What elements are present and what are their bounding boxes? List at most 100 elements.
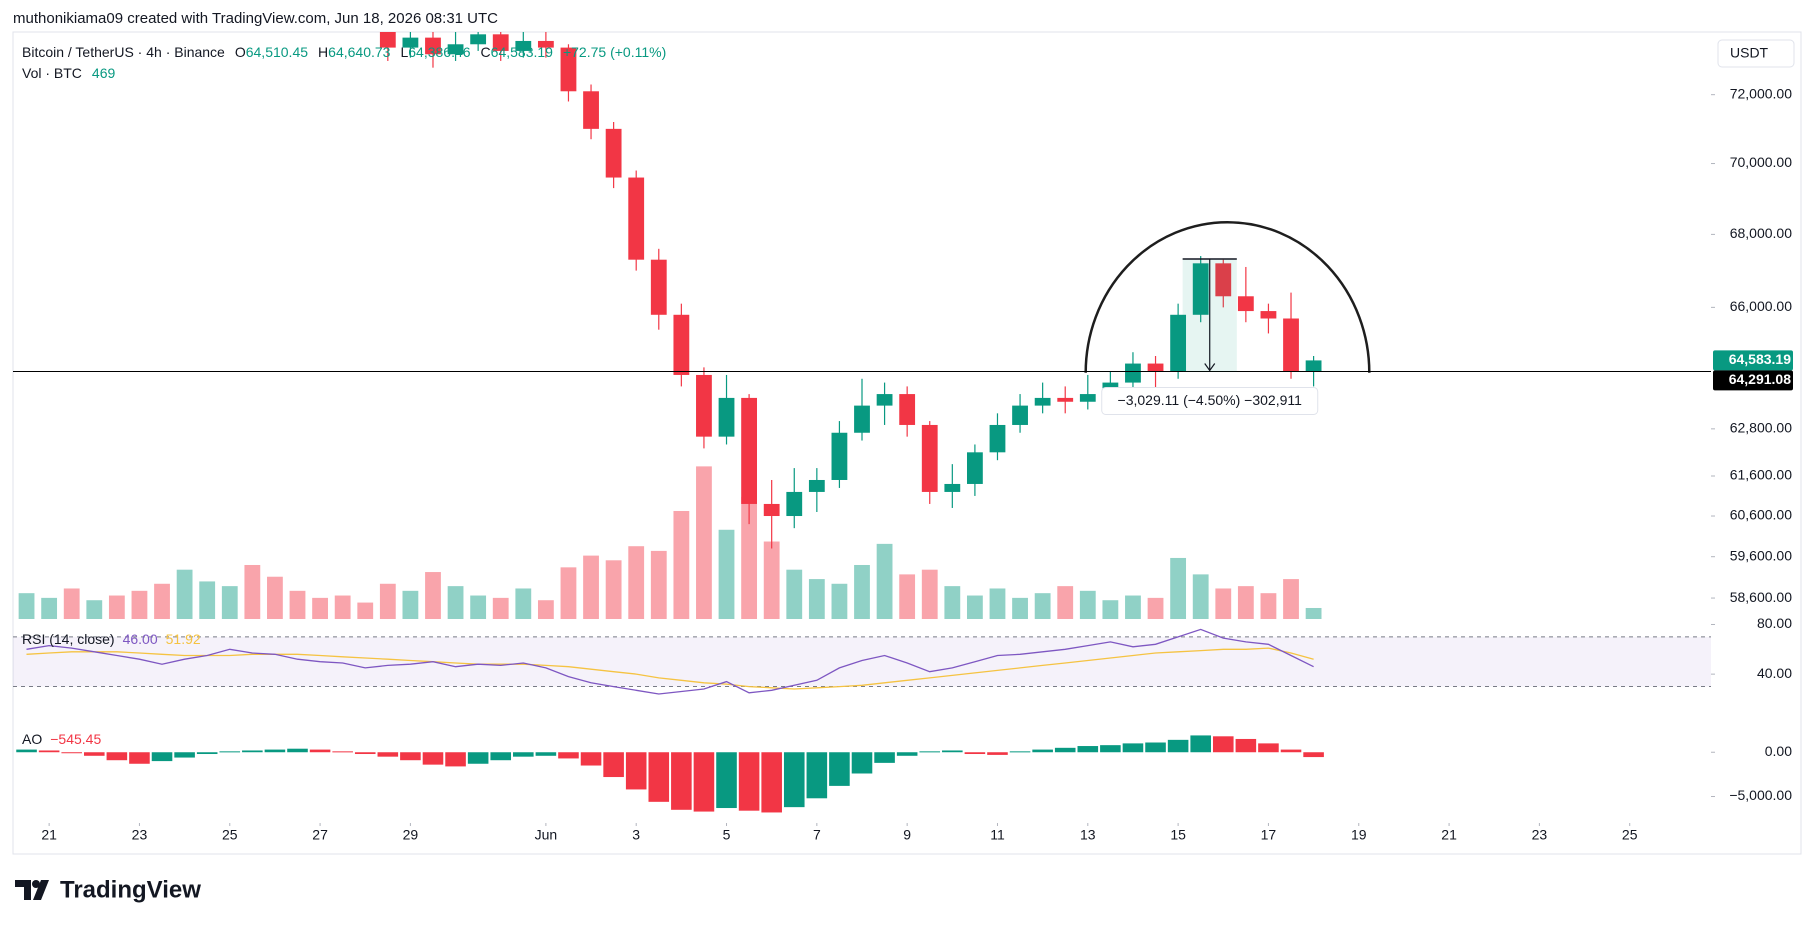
x-tick-label: 25 [1622,827,1638,843]
ao-bar [896,752,918,756]
ohlc-key: L [400,44,409,60]
ao-bar [38,750,60,753]
ohlc-key: O [234,44,246,60]
ohlc-value: 64,386.46 [408,44,471,60]
volume-bar [1079,590,1096,619]
volume-bar [492,597,509,619]
candle-body [966,452,983,484]
ao-bar [987,752,1008,755]
volume-bar [763,541,780,619]
x-tick-label: 13 [1080,827,1096,843]
candle-body [808,479,825,492]
candle-body [515,40,532,51]
ao-bar [1167,739,1189,753]
volume-bar [628,546,645,619]
volume-bar [921,569,938,619]
last-price-box [1713,350,1793,371]
arc-drawing [1084,221,1371,373]
volume-bar [108,595,125,619]
candle-body [1079,394,1096,402]
candle-body [944,483,961,492]
candle-body [831,432,848,480]
ao-bar [1190,735,1211,753]
volume-name: Vol · BTC [22,65,82,81]
change: +72.75 (+0.11%) [562,44,667,60]
rsi-pane [13,628,1711,695]
ao-bar [1009,751,1031,753]
volume-bar [1283,579,1299,619]
ao-bar [738,752,760,811]
volume-bar [176,569,193,619]
candle-body [718,397,735,437]
candle-body [605,128,622,178]
ao-bar [219,751,241,753]
ao-bar [851,752,873,774]
rsi-tick-label: 40.00 [1757,665,1792,681]
candle-body [1237,296,1254,312]
volume-bar [357,602,374,619]
ohlc-key: H [318,44,329,60]
ao-bar [1122,743,1144,753]
y-tick-label: 60,600.00 [1730,507,1792,523]
volume-bar [786,569,803,619]
ao-bar [558,752,579,759]
ao-bar [829,752,850,786]
volume-bar [289,590,306,619]
symbol: Bitcoin / TetherUS · 4h · Binance [22,44,225,60]
x-tick-label: 21 [1441,827,1457,843]
volume-bar [854,564,870,619]
currency-button[interactable] [1717,39,1795,68]
ao-bar [513,752,534,757]
ao-bar [1280,749,1302,753]
y-tick-label: 59,600.00 [1730,547,1792,563]
volume-bar [1012,597,1028,619]
volume-bar [718,529,735,619]
x-tick-label: 21 [41,827,57,843]
candle-body [1170,314,1187,372]
volume-bar [650,550,667,619]
x-tick-label: 15 [1170,827,1186,843]
rsi-legend: RSI (14, close) 46.00 51.92 [22,631,201,647]
symbol-legend: Bitcoin / TetherUS · 4h · Binance O 64,51… [22,44,666,60]
header: muthonikiama09 created with TradingView.… [13,10,498,27]
volume-bar [470,595,487,619]
volume-value: 469 [91,65,116,81]
volume-bar [696,466,712,619]
volume-bar [267,576,283,619]
ao-bar [106,752,128,761]
candle-body [1215,263,1232,297]
candle-body [583,91,599,129]
ao-tick-label: −5,000.00 [1729,787,1792,803]
y-tick-label: 62,800.00 [1730,420,1792,436]
ao-bar [806,752,828,799]
logo-shape [15,880,31,900]
volume-bar [221,586,238,619]
volume-bar [831,583,848,619]
rsi-tick-label: 80.00 [1757,615,1792,631]
x-tick-label: 11 [990,827,1005,843]
ao-bar [400,752,421,761]
candle-body [786,491,803,517]
ao-bar [1054,747,1076,753]
candle-body [628,177,645,260]
currency-label[interactable]: USDT [1730,45,1769,61]
logo-dot [32,880,40,888]
ohlc-value: 64,583.19 [490,44,553,60]
measure-label-box [1101,386,1319,415]
ao-bar [377,752,399,757]
x-tick-label: 23 [132,827,148,843]
y-tick-label: 68,000.00 [1730,225,1792,241]
ao-bar [942,750,963,753]
candle-body [1057,397,1074,402]
ao-bar [1032,749,1053,753]
ao-bar [354,752,376,755]
y-tick-label: 66,000.00 [1730,298,1792,314]
ao-bar [535,752,557,756]
volume-bar [741,496,758,619]
chart-frame [12,31,1802,855]
candle-body [1034,397,1051,406]
ao-bar [964,752,986,755]
ao-bar [174,752,195,758]
volume-bar [447,586,464,619]
ao-bar [783,752,805,808]
